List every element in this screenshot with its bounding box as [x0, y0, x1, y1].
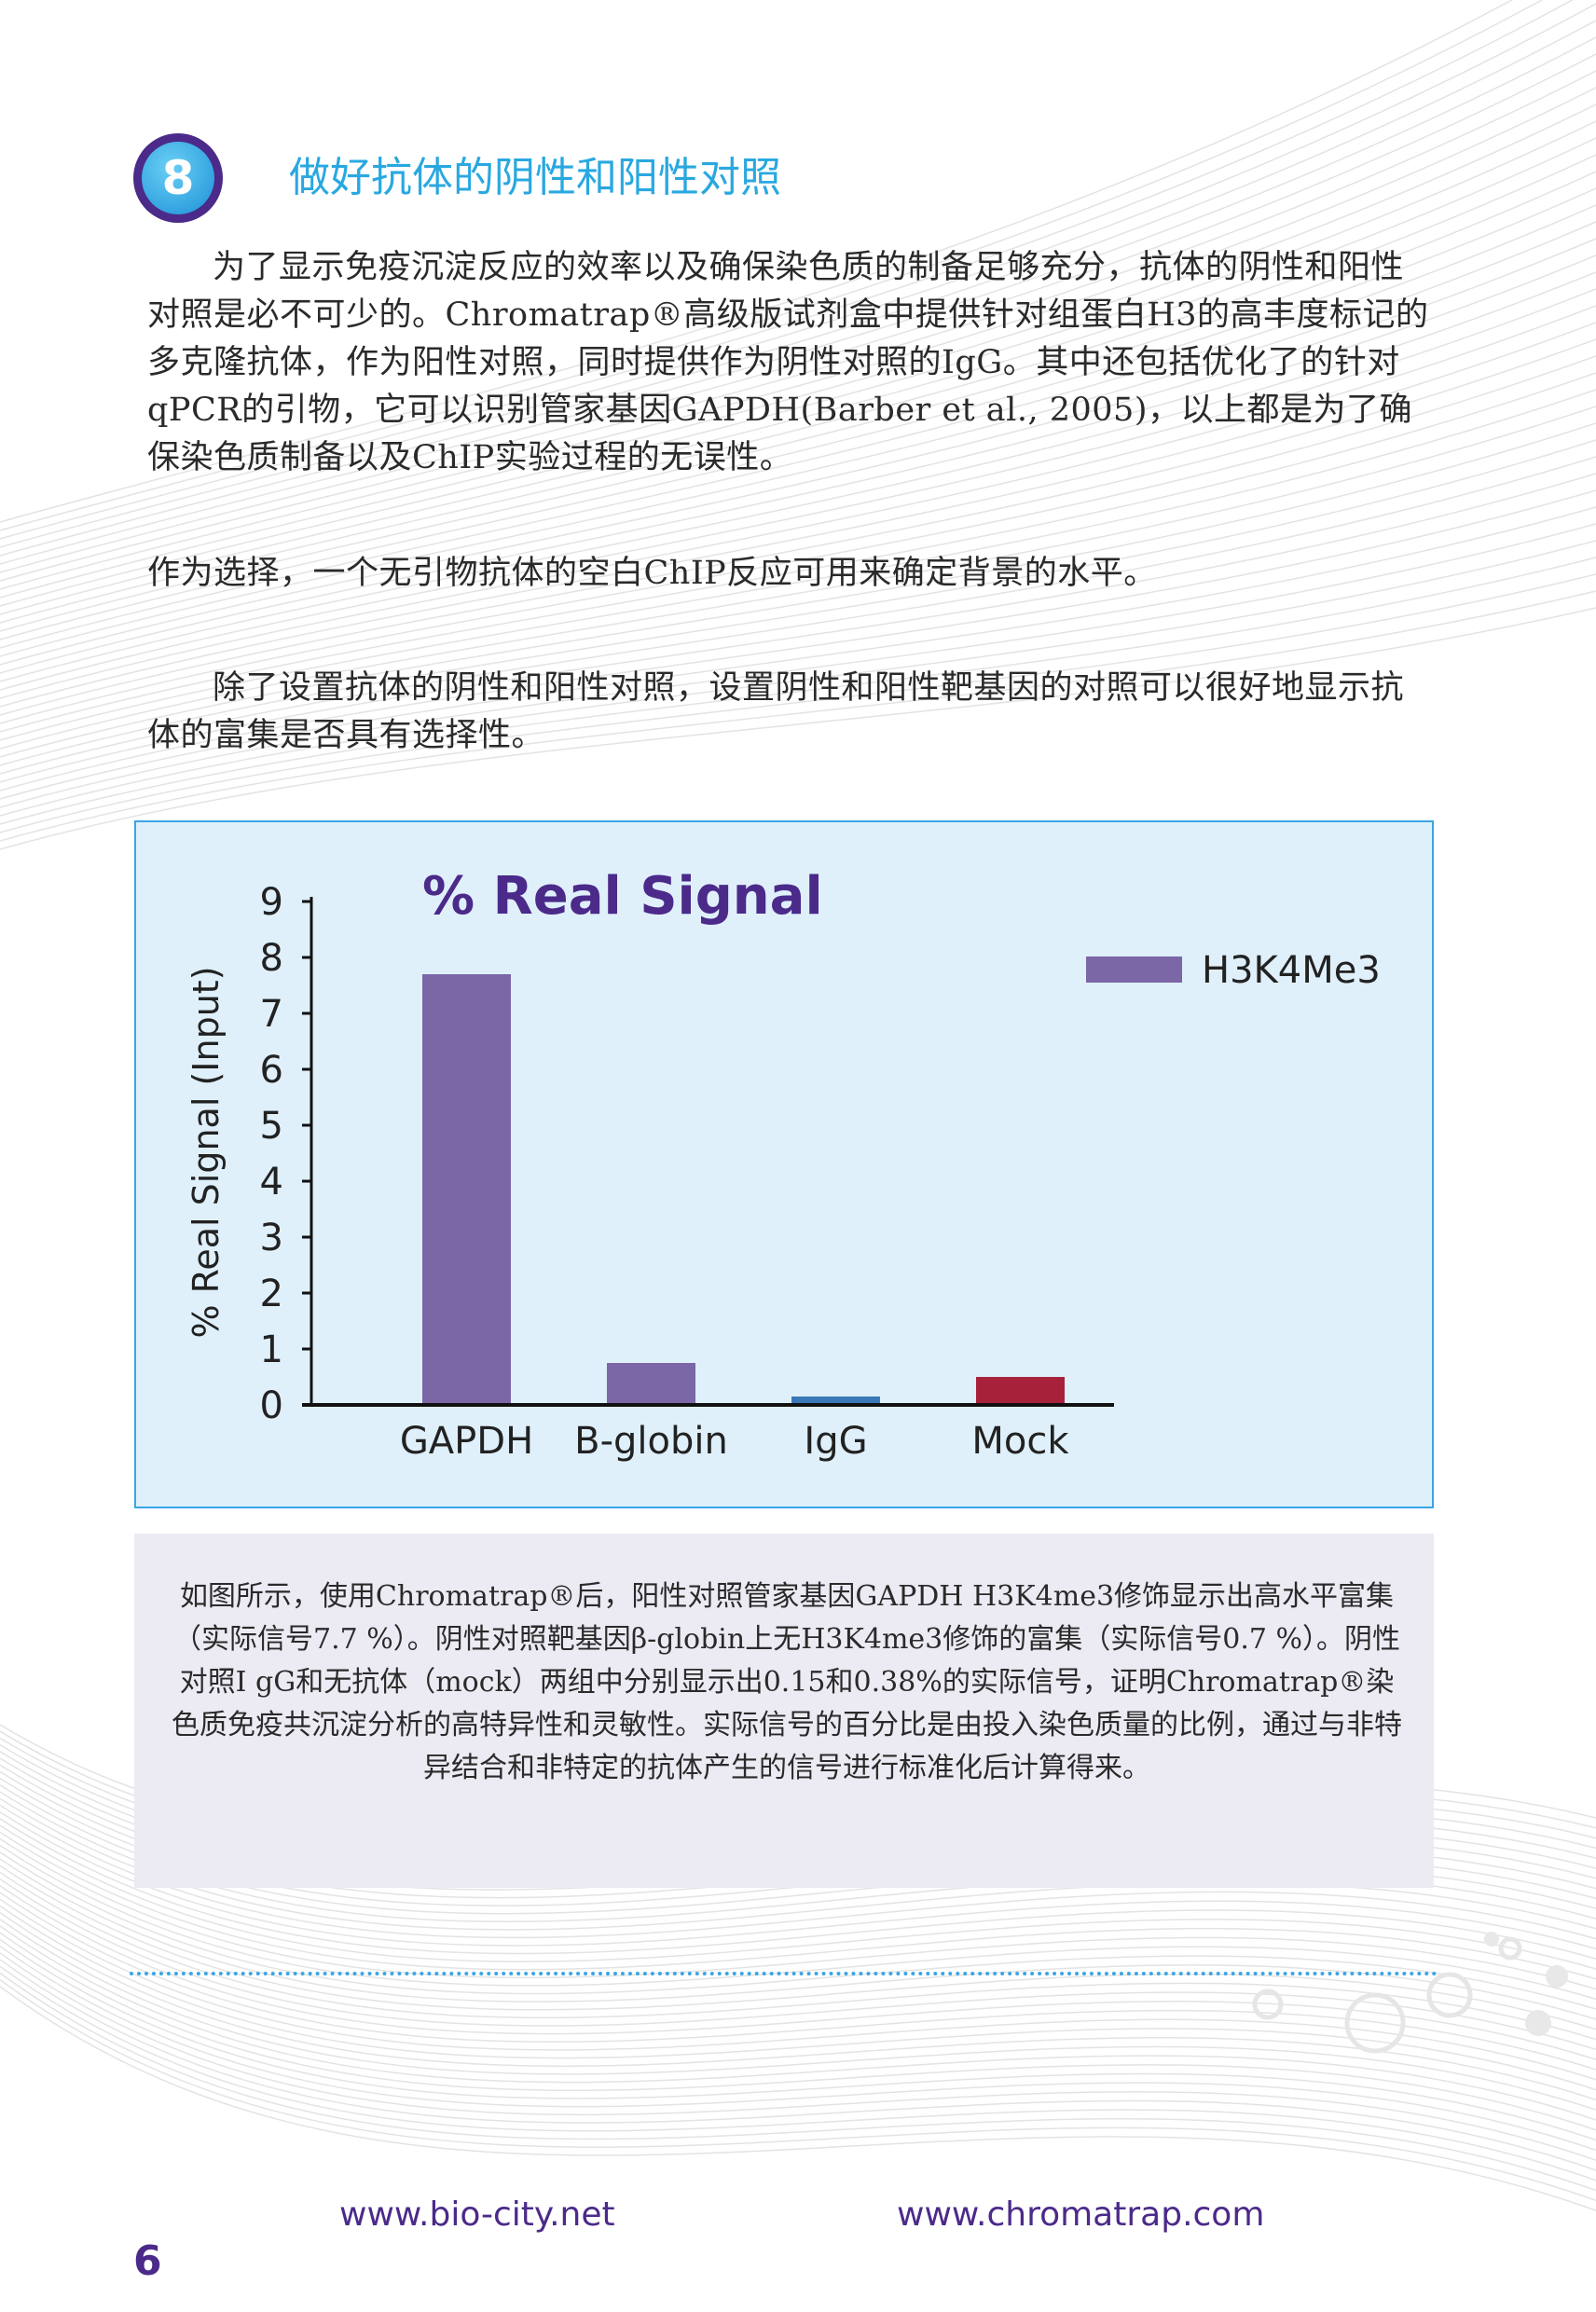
bar-chart: % Real Signal % Real Signal (Input) 0 1 2 3…	[186, 866, 1381, 1463]
bubbles-decoration	[1252, 1936, 1522, 2054]
paragraph-1-text: 为了显示免疫沉淀反应的效率以及确保染色质的制备足够充分，抗体的阴性和阳性对照是必…	[147, 249, 1429, 476]
footer-link-chromatrap[interactable]: www.chromatrap.com	[897, 2195, 1265, 2234]
legend-swatch	[1086, 956, 1182, 983]
paragraph-1: 为了显示免疫沉淀反应的效率以及确保染色质的制备足够充分，抗体的阴性和阳性对照是必…	[147, 244, 1434, 482]
y-tick-label: 8	[260, 937, 283, 980]
y-tick-label: 6	[260, 1049, 283, 1092]
x-tick-label: GAPDH	[400, 1420, 533, 1463]
chart-panel: % Real Signal % Real Signal (Input) 0 1 2 3…	[134, 820, 1434, 1508]
y-tick-label: 5	[260, 1105, 283, 1148]
bar-gapdh	[422, 974, 511, 1405]
y-tick-label: 1	[260, 1328, 283, 1371]
legend-label: H3K4Me3	[1202, 949, 1381, 992]
figure-caption: 如图所示，使用Chromatrap®后，阳性对照管家基因GAPDH H3K4me…	[172, 1580, 1402, 1784]
y-tick-label: 4	[260, 1161, 283, 1204]
section-number: 8	[142, 142, 214, 214]
y-tick-label: 3	[260, 1217, 283, 1259]
section-number-badge: 8	[133, 133, 223, 223]
paragraph-2: 作为选择，一个无引物抗体的空白ChIP反应可用来确定背景的水平。	[147, 555, 1157, 592]
bar-igg	[791, 1397, 880, 1405]
x-tick-label: Mock	[971, 1420, 1069, 1463]
page-number: 6	[133, 2237, 162, 2285]
bar-b-globin	[607, 1363, 695, 1405]
dotted-divider	[130, 1972, 1438, 1975]
y-tick-label: 2	[260, 1273, 283, 1315]
chart-title: % Real Signal	[422, 866, 823, 927]
y-tick-label: 7	[260, 993, 283, 1036]
y-axis-label: % Real Signal (Input)	[186, 966, 227, 1338]
paragraph-3-text: 除了设置抗体的阴性和阳性对照，设置阴性和阳性靶基因的对照可以很好地显示抗体的富集…	[147, 669, 1405, 754]
paragraph-3: 除了设置抗体的阴性和阳性对照，设置阴性和阳性靶基因的对照可以很好地显示抗体的富集…	[147, 665, 1434, 760]
y-tick-label: 9	[260, 881, 283, 924]
section-title: 做好抗体的阴性和阳性对照	[289, 154, 781, 201]
bar-mock	[976, 1377, 1065, 1405]
x-tick-label: B-globin	[574, 1420, 728, 1463]
footer-link-bio-city[interactable]: www.bio-city.net	[339, 2195, 615, 2234]
figure-caption-box: 如图所示，使用Chromatrap®后，阳性对照管家基因GAPDH H3K4me…	[134, 1534, 1434, 1888]
y-tick-label: 0	[260, 1384, 283, 1427]
x-tick-label: IgG	[804, 1420, 867, 1463]
